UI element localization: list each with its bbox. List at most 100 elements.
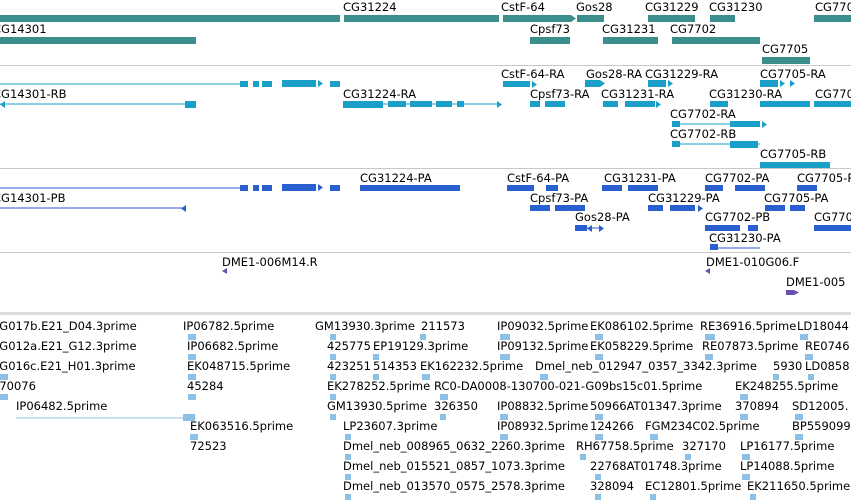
proteins-feature-label[interactable]: CstF-64-PA [507,171,570,185]
feature-block[interactable] [373,354,379,360]
ests-feature-label[interactable]: 328094 [590,479,634,493]
ests-feature-label[interactable]: GM13930.5prime [327,399,427,413]
feature-block[interactable] [440,414,446,420]
ests-feature-label[interactable]: SD12005. [792,399,849,413]
genes-feature-label[interactable]: CG31224 [343,0,397,14]
feature-block[interactable] [262,81,272,87]
transcripts-feature-label[interactable]: CG14301-RB [0,87,67,101]
feature-block[interactable] [330,374,336,380]
ests-feature-label[interactable]: GM13930.3prime [315,319,415,333]
feature-block[interactable] [507,185,534,191]
transcripts-feature-label[interactable]: CG31224-RA [343,87,417,101]
feature-block[interactable] [748,225,758,231]
ests-feature-label[interactable]: LP14088.5prime [740,459,835,473]
feature-block[interactable] [672,121,680,127]
feature-block[interactable] [628,185,658,191]
feature-block[interactable] [603,101,618,107]
feature-block[interactable] [500,414,508,420]
feature-block[interactable] [253,81,259,87]
feature-block[interactable] [373,374,379,380]
feature-block[interactable] [740,394,748,400]
feature-block[interactable] [735,185,765,191]
proteins-feature-label[interactable]: CG31229-PA [648,191,720,205]
ests-feature-label[interactable]: FGM234C02.5prime [645,419,760,433]
feature-block[interactable] [575,225,587,231]
feature-block[interactable] [602,185,622,191]
feature-block[interactable] [705,185,723,191]
feature-block[interactable] [595,494,601,500]
feature-block[interactable] [672,141,680,147]
ests-feature-label[interactable]: Dmel_neb_015521_0857_1073.3prime [343,459,565,473]
ests-feature-label[interactable]: 370894 [735,399,779,413]
feature-block[interactable] [805,354,813,360]
ests-feature-label[interactable]: Dmel_neb_008965_0632_2260.3prime [343,439,565,453]
feature-block[interactable] [814,101,851,107]
genes-feature-label[interactable]: CG7705 [815,0,851,14]
feature-block[interactable] [740,414,748,420]
genes-feature-label[interactable]: CstF-64 [501,0,545,14]
feature-block[interactable] [577,15,604,22]
feature-block[interactable] [330,185,340,191]
proteins-feature-label[interactable]: CG7705-PA [814,210,851,224]
ests-feature-label[interactable]: 327170 [682,439,726,453]
feature-block[interactable] [188,334,196,340]
feature-block[interactable] [503,81,530,87]
feature-block[interactable] [330,394,336,400]
ests-feature-label[interactable]: EK248255.5prime [735,379,839,393]
ests-feature-label[interactable]: 124266 [590,419,634,433]
transcripts-feature-label[interactable]: CG7705-RA [760,67,826,81]
feature-block[interactable] [795,414,803,420]
feature-block[interactable] [530,205,550,211]
feature-block[interactable] [710,101,728,107]
ests-feature-label[interactable]: EK063516.5prime [190,419,294,433]
feature-block[interactable] [262,185,272,191]
feature-block[interactable] [0,37,196,44]
ests-feature-label[interactable]: 45284 [187,379,224,393]
feature-block[interactable] [710,244,718,250]
feature-block[interactable] [360,185,460,191]
feature-block[interactable] [503,15,571,22]
feature-block[interactable] [500,354,510,360]
proteins-feature-label[interactable]: Cpsf73-PA [530,191,589,205]
feature-block[interactable] [330,334,336,340]
genes-feature-label[interactable]: CG14301 [0,22,47,36]
feature-block[interactable] [595,334,603,340]
feature-block[interactable] [410,101,432,107]
feature-block[interactable] [795,434,803,440]
feature-block[interactable] [185,101,196,108]
ests-feature-label[interactable]: Dmel_neb_013570_0575_2578.3prime [343,479,565,493]
feature-block[interactable] [240,185,248,191]
ests-feature-label[interactable]: EP19129.3prime [373,339,469,353]
feature-block[interactable] [705,334,715,340]
proteins-feature-label[interactable]: CG31224-PA [360,171,432,185]
feature-block[interactable] [546,185,558,191]
feature-block[interactable] [330,354,336,360]
ests-feature-label[interactable]: 425775 [327,339,371,353]
proteins-feature-label[interactable]: CG31230-PA [709,231,781,245]
feature-block[interactable] [345,454,351,460]
genes-feature-label[interactable]: Gos28 [576,0,613,14]
ests-feature-label[interactable]: EK162232.5prime [420,359,524,373]
proteins-feature-label[interactable]: CG7705-PA [797,171,851,185]
ests-feature-label[interactable]: IP06482.5prime [16,399,108,413]
feature-block[interactable] [595,354,603,360]
feature-block[interactable] [344,15,499,22]
feature-block[interactable] [183,414,195,421]
transcripts-feature-label[interactable]: CG7702-RB [670,127,737,141]
ests-feature-label[interactable]: IP08932.5prime [497,419,589,433]
feature-block[interactable] [685,454,691,460]
proteins-feature-label[interactable]: CG7705-PA [764,191,829,205]
transcripts-feature-label[interactable]: CG7705-RA [815,87,851,101]
ests-feature-label[interactable]: LD0858 [805,359,850,373]
feature-block[interactable] [0,394,8,400]
ests-feature-label[interactable]: LD18044 [797,319,849,333]
feature-block[interactable] [188,374,196,380]
proteins-feature-label[interactable]: CG14301-PB [0,191,66,205]
ests-feature-label[interactable]: 326350 [434,399,478,413]
genes-feature-label[interactable]: CG7702 [670,22,717,36]
proteins-feature-label[interactable]: Gos28-PA [575,210,630,224]
ests-feature-label[interactable]: EK211650.5prime [747,479,851,493]
feature-block[interactable] [730,141,758,148]
feature-block[interactable] [0,15,340,22]
